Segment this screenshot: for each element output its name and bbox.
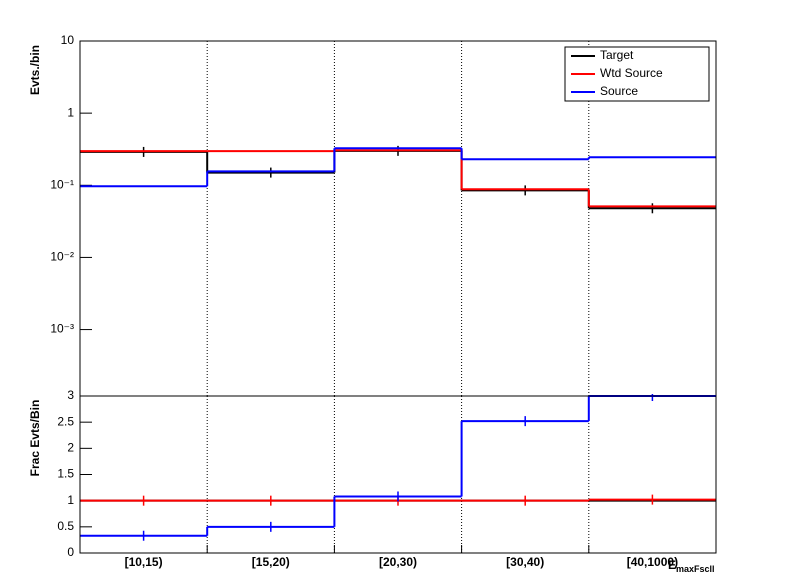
frame bbox=[79, 395, 717, 554]
y-axis-label: Evts./bin bbox=[28, 45, 42, 95]
legend-label: Source bbox=[600, 84, 638, 98]
x-tick-label: [10,15) bbox=[125, 555, 163, 569]
plot-area bbox=[80, 394, 716, 541]
y-tick-label: 10 bbox=[61, 33, 75, 47]
y-tick-label: 1.5 bbox=[57, 467, 74, 481]
legend-label: Target bbox=[600, 48, 634, 62]
y-tick-label: 10⁻³ bbox=[50, 322, 74, 336]
y-tick-label: 2.5 bbox=[57, 414, 74, 428]
x-axis-label: EmaxFscll bbox=[668, 558, 715, 572]
y-tick-label: 10⁻¹ bbox=[50, 177, 74, 191]
y-axis-label: Frac Evts/Bin bbox=[28, 400, 42, 477]
y-tick-label: 0 bbox=[67, 545, 74, 559]
y-tick-label: 1 bbox=[67, 105, 74, 119]
y-tick-label: 3 bbox=[67, 388, 74, 402]
y-tick-label: 1 bbox=[67, 493, 74, 507]
x-label-main: E bbox=[668, 558, 676, 572]
x-tick-label: [40,1000) bbox=[627, 555, 678, 569]
y-tick-label: 0.5 bbox=[57, 519, 74, 533]
y-tick-label: 10⁻² bbox=[50, 250, 74, 264]
x-tick-label: [20,30) bbox=[379, 555, 417, 569]
x-tick-label: [30,40) bbox=[506, 555, 544, 569]
x-tick-label: [15,20) bbox=[252, 555, 290, 569]
x-label-sub: maxFscll bbox=[676, 564, 715, 572]
y-tick-label: 2 bbox=[67, 441, 74, 455]
plot-area bbox=[80, 145, 716, 214]
legend-label: Wtd Source bbox=[600, 66, 663, 80]
